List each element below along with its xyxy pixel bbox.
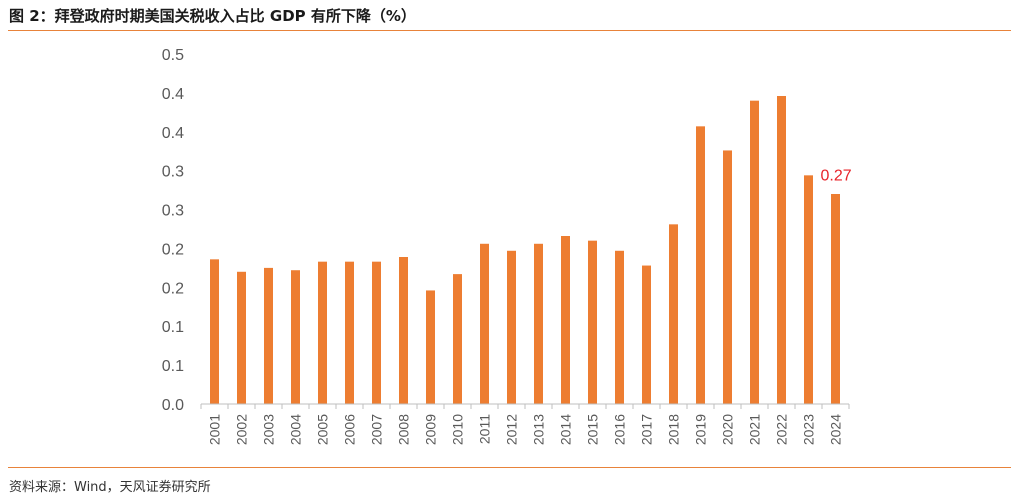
- top-divider: [8, 30, 1011, 31]
- y-tick-label: 0.1: [162, 358, 184, 375]
- bar-2007: [372, 261, 381, 404]
- y-axis: 0.0 0.1 0.1 0.2 0.2 0.3 0.3 0.4 0.4 0.5: [162, 47, 184, 414]
- bar-2020: [723, 150, 732, 404]
- x-axis: 2001 2002 2003 2004 2005 2006 2007 2008 2009 2010…: [200, 403, 850, 445]
- y-tick-label: 0.3: [162, 164, 184, 181]
- y-tick-label: 0.4: [162, 86, 184, 103]
- bar-2015: [588, 240, 597, 404]
- x-tick-label: 2023: [801, 414, 817, 445]
- x-tick-label: 2001: [207, 414, 223, 445]
- chart-title: 图 2：拜登政府时期美国关税收入占比 GDP 有所下降（%）: [9, 7, 416, 25]
- y-tick-label: 0.1: [162, 319, 184, 336]
- x-tick-label: 2021: [747, 414, 763, 445]
- x-tick-label: 2010: [450, 414, 466, 445]
- x-tick-label: 2007: [369, 414, 385, 445]
- data-label-annotation: 0.27: [821, 167, 852, 184]
- bar-2017: [642, 265, 651, 404]
- bottom-divider: [8, 467, 1011, 468]
- y-tick-label: 0.3: [162, 203, 184, 220]
- x-tick-label: 2016: [612, 414, 628, 445]
- bar-2003: [264, 267, 273, 404]
- x-tick-label: 2022: [774, 414, 790, 445]
- bars: [210, 96, 840, 405]
- x-tick-label: 2018: [666, 414, 682, 445]
- bar-2019: [696, 126, 705, 404]
- x-tick-label: 2011: [477, 414, 493, 444]
- x-tick-label: 2009: [423, 414, 439, 445]
- x-tick-label: 2012: [504, 414, 520, 445]
- bar-2002: [237, 271, 246, 404]
- bar-2001: [210, 259, 219, 404]
- annotations: 0.27: [821, 167, 852, 184]
- chart-area: 0.0 0.1 0.1 0.2 0.2 0.3 0.3 0.4 0.4 0.5 2001 2002 2…: [0, 31, 1017, 467]
- bar-2008: [399, 257, 408, 404]
- x-tick-label: 2006: [342, 414, 358, 445]
- x-tick-label: 2017: [639, 414, 655, 445]
- bar-chart: 0.00.10.10.20.20.30.30.40.40.5 2001 2002 2…: [162, 47, 852, 445]
- y-tick-label: 0.2: [162, 280, 184, 297]
- y-tick-label: 0.5: [162, 47, 184, 64]
- x-tick-label: 2005: [315, 414, 331, 445]
- bar-2010: [453, 274, 462, 404]
- x-tick-label: 2003: [261, 414, 277, 445]
- x-tick-label: 2013: [531, 414, 547, 445]
- bar-2013: [534, 243, 543, 404]
- y-tick-label: 0.2: [162, 241, 184, 258]
- x-tick-label: 2014: [558, 414, 574, 445]
- bar-2014: [561, 236, 570, 404]
- bar-2005: [318, 261, 327, 404]
- x-tick-label: 2015: [585, 414, 601, 445]
- bar-2024: [831, 194, 840, 404]
- bar-2004: [291, 270, 300, 404]
- x-tick-label: 2004: [288, 414, 304, 445]
- bar-2018: [669, 224, 678, 404]
- bar-2011: [480, 243, 489, 404]
- x-tick-label: 2020: [720, 414, 736, 445]
- bar-2023: [804, 175, 813, 404]
- y-tick-label: 0.4: [162, 125, 184, 142]
- title-block: 图 2：拜登政府时期美国关税收入占比 GDP 有所下降（%）: [0, 0, 1017, 31]
- x-tick-label: 2002: [234, 414, 250, 445]
- x-tick-label: 2019: [693, 414, 709, 445]
- bar-2012: [507, 250, 516, 404]
- x-tick-label: 2024: [828, 414, 844, 445]
- source-note: 资料来源：Wind，天风证券研究所: [9, 480, 211, 495]
- x-tick-label: 2008: [396, 414, 412, 445]
- bar-2009: [426, 290, 435, 404]
- bar-2022: [777, 96, 786, 404]
- bar-2021: [750, 100, 759, 405]
- bar-2016: [615, 250, 624, 404]
- y-tick-label: 0.0: [162, 397, 184, 414]
- bar-2006: [345, 261, 354, 404]
